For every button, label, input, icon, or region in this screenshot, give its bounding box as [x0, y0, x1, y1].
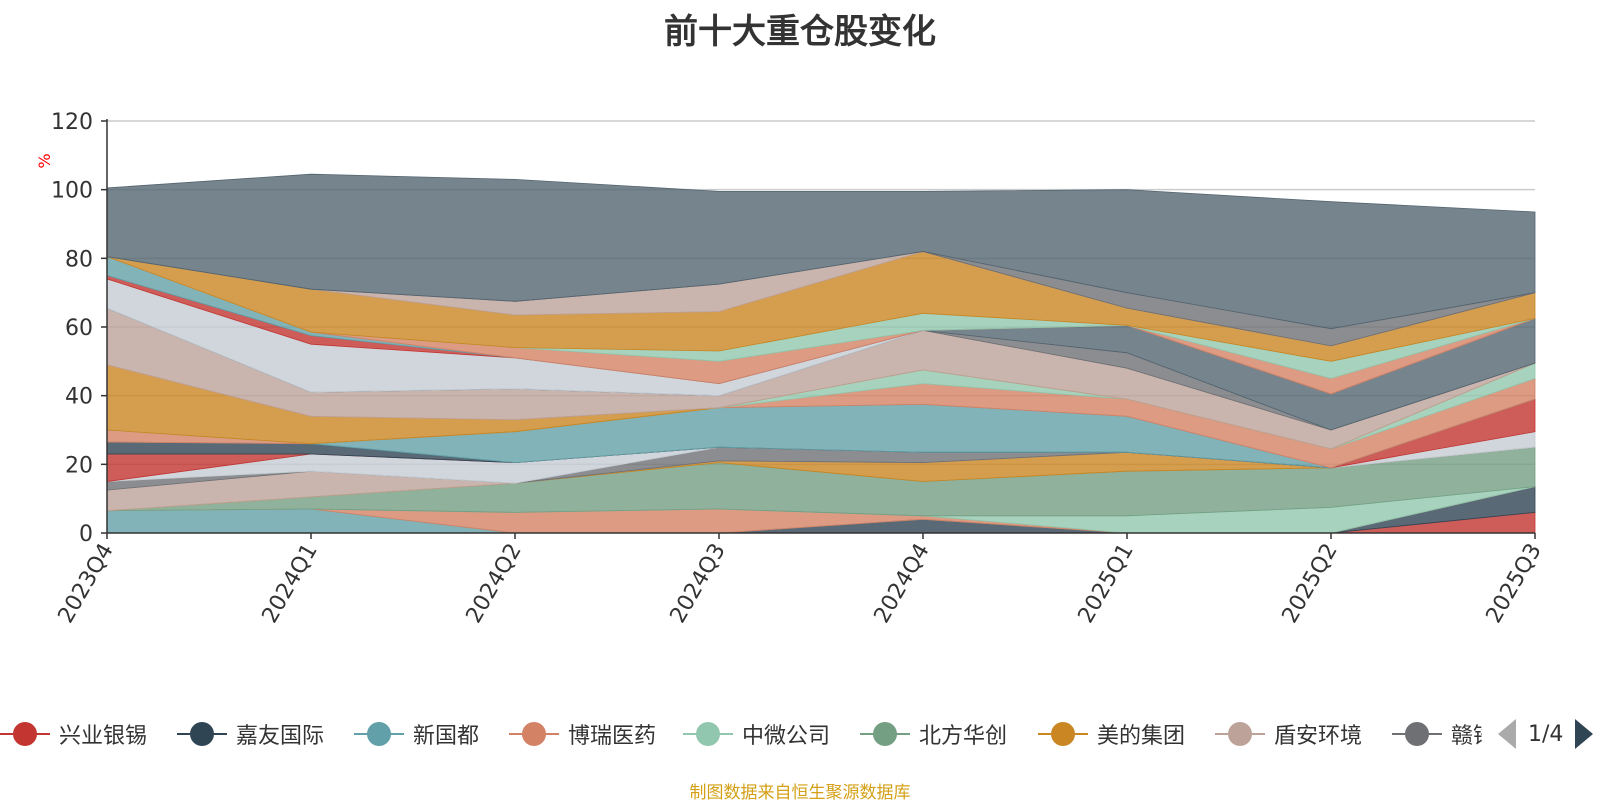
legend-next-page-button[interactable] — [1575, 719, 1594, 749]
legend-marker-icon — [683, 720, 733, 748]
legend-label: 中微公司 — [742, 724, 831, 749]
x-tick-label: 2024Q1 — [258, 539, 323, 627]
legend-pager: 1/4 — [1498, 716, 1594, 752]
area-series-group — [106, 173, 1536, 534]
stacked-area-chart: 0 20 40 60 80 100 120 2023Q4 2024Q1 2024Q2 2024Q3 2… — [35, 110, 1547, 627]
legend-marker-icon — [177, 720, 227, 748]
legend-label: 嘉友国际 — [236, 724, 325, 749]
legend-label: 赣锋锂业 — [1451, 724, 1482, 749]
data-source-note: 制图数据来自恒生聚源数据库 — [689, 783, 911, 803]
legend-marker-icon — [509, 720, 559, 748]
legend-item[interactable]: 盾安环境 — [1215, 716, 1362, 752]
legend-marker-icon — [1038, 720, 1088, 748]
y-tick-label: 60 — [65, 316, 93, 341]
x-tick-label: 2025Q1 — [1074, 539, 1139, 627]
legend-marker-icon — [354, 720, 404, 748]
legend-marker-icon — [860, 720, 910, 748]
y-tick-label: 20 — [65, 453, 93, 478]
legend-prev-page-button[interactable] — [1498, 719, 1516, 749]
x-tick-label: 2024Q3 — [666, 539, 731, 627]
legend-item[interactable]: 新国都 — [354, 716, 479, 752]
legend-item[interactable]: 嘉友国际 — [177, 716, 324, 752]
legend-label: 新国都 — [413, 724, 480, 749]
y-tick-label: 80 — [65, 247, 93, 272]
legend-label: 盾安环境 — [1274, 724, 1363, 749]
legend: 兴业银锡 嘉友国际 新国都 博瑞医药 中微公司 北方华创 美的集团 盾安环境 赣锋锂业 — [0, 716, 1482, 752]
legend-item[interactable]: 美的集团 — [1038, 716, 1185, 752]
y-tick-label: 100 — [51, 179, 93, 204]
x-tick-label: 2025Q3 — [1482, 539, 1547, 627]
legend-label: 兴业银锡 — [59, 724, 148, 749]
y-tick-label: 40 — [65, 385, 93, 410]
legend-label: 博瑞医药 — [568, 724, 657, 749]
legend-item[interactable]: 博瑞医药 — [509, 716, 656, 752]
y-axis-unit: % — [35, 153, 54, 168]
legend-item[interactable]: 北方华创 — [860, 716, 1007, 752]
legend-item[interactable]: 兴业银锡 — [0, 716, 147, 752]
x-tick-label: 2025Q2 — [1278, 539, 1343, 627]
legend-label: 北方华创 — [919, 724, 1008, 749]
legend-label: 美的集团 — [1097, 724, 1186, 749]
legend-page-indicator: 1/4 — [1528, 721, 1564, 747]
legend-item[interactable]: 赣锋锂业 — [1392, 716, 1482, 752]
x-tick-label: 2023Q4 — [54, 539, 119, 627]
legend-marker-icon — [1215, 720, 1265, 748]
y-tick-label: 0 — [79, 522, 93, 547]
y-tick-label: 120 — [51, 110, 93, 135]
legend-marker-icon — [0, 720, 50, 748]
x-tick-label: 2024Q4 — [870, 539, 935, 627]
legend-marker-icon — [1392, 720, 1442, 748]
legend-item[interactable]: 中微公司 — [683, 716, 830, 752]
chart-title: 前十大重仓股变化 — [664, 12, 936, 52]
x-tick-label: 2024Q2 — [462, 539, 527, 627]
area-series-28[interactable] — [106, 173, 1536, 330]
